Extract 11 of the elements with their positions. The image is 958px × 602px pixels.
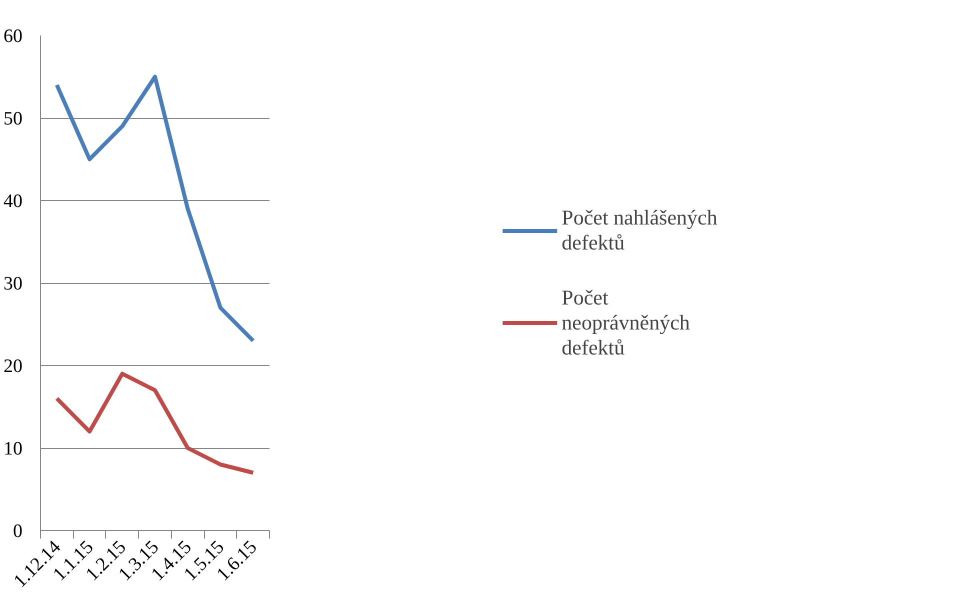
legend-label: Počet neoprávněných defektů bbox=[562, 285, 690, 360]
y-tick-label: 20 bbox=[4, 356, 22, 377]
y-tick-label: 60 bbox=[4, 26, 22, 47]
line-series bbox=[54, 372, 256, 475]
legend-label: Počet nahlášených defektů bbox=[562, 205, 718, 255]
line-series bbox=[54, 74, 256, 343]
y-tick-label: 50 bbox=[4, 108, 22, 130]
y-tick-label: 10 bbox=[4, 438, 22, 460]
y-tick-label: 40 bbox=[4, 191, 22, 212]
y-tick-label: 0 bbox=[13, 521, 22, 542]
y-tick-label: 30 bbox=[4, 274, 22, 294]
